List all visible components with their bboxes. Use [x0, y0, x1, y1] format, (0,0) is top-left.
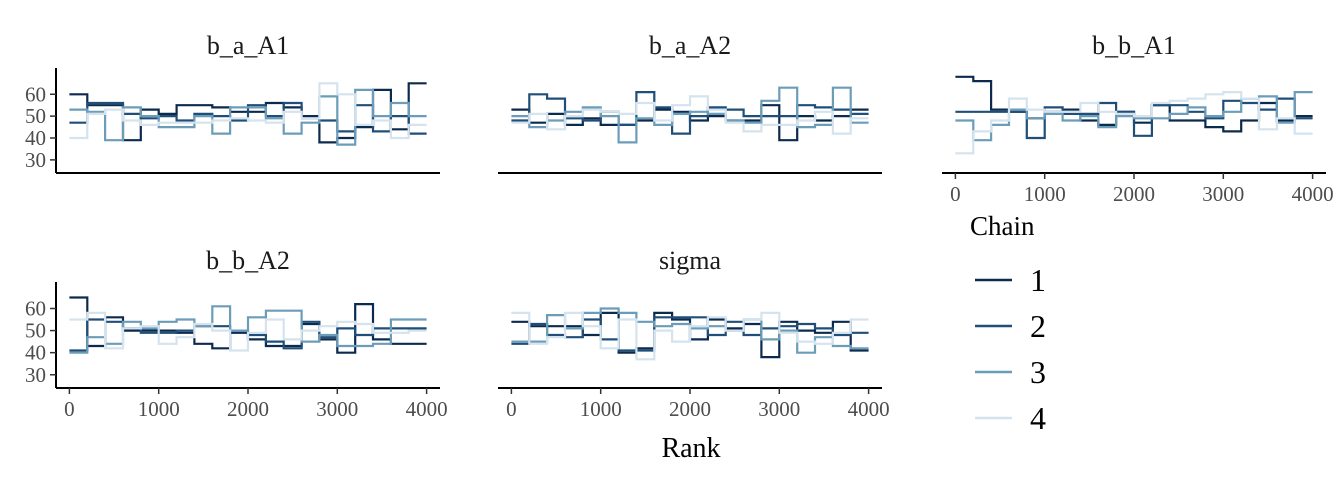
panel-sigma: sigma 0 1000 2000 3000 4000	[498, 246, 890, 421]
y-tick-label: 50	[25, 319, 46, 343]
y-tick-label: 30	[25, 363, 46, 387]
panel-title: b_a_A2	[649, 31, 731, 60]
x-tick-label: 0	[506, 397, 517, 421]
panel-b_b_A1: b_b_A1 0 1000 2000 3000 4000	[942, 31, 1334, 206]
series-line-chain-4	[511, 311, 869, 361]
y-tick-label: 60	[25, 297, 46, 321]
series-line-chain-4	[69, 311, 427, 352]
legend-label-chain-2: 2	[1030, 308, 1046, 344]
panel-b_a_A2: b_a_A2	[498, 31, 882, 174]
series-line-chain-3	[511, 86, 869, 144]
x-tick-label: 3000	[1202, 182, 1244, 206]
panel-title: b_b_A1	[1092, 31, 1176, 60]
series-line-chain-3	[69, 88, 427, 146]
legend-items: 1 2 3 4	[975, 262, 1046, 436]
series-line-chain-1	[511, 311, 869, 359]
legend-label-chain-3: 3	[1030, 354, 1046, 390]
x-tick-label: 3000	[316, 397, 358, 421]
x-tick-label: 1000	[138, 397, 180, 421]
x-tick-label: 0	[950, 182, 961, 206]
y-tick-label: 40	[25, 126, 46, 150]
x-axis-title: Rank	[661, 433, 720, 464]
series-line-chain-4	[69, 82, 427, 140]
legend-label-chain-1: 1	[1030, 262, 1046, 298]
y-tick-label: 30	[25, 148, 46, 172]
series-line-chain-2	[511, 91, 869, 135]
x-tick-label: 1000	[580, 397, 622, 421]
legend-label-chain-4: 4	[1030, 400, 1046, 436]
x-tick-label: 4000	[406, 397, 448, 421]
y-tick-label: 60	[25, 82, 46, 106]
x-tick-label: 2000	[1113, 182, 1155, 206]
legend-title: Chain	[970, 211, 1035, 241]
x-tick-label: 1000	[1024, 182, 1066, 206]
panel-title: b_a_A1	[207, 31, 289, 60]
panel-title: sigma	[659, 246, 722, 275]
series-line-chain-4	[955, 91, 1313, 155]
x-tick-label: 3000	[758, 397, 800, 421]
x-tick-label: 2000	[669, 397, 711, 421]
x-tick-label: 2000	[227, 397, 269, 421]
legend: Chain 1 2 3 4	[970, 211, 1046, 436]
x-tick-label: 4000	[848, 397, 890, 421]
x-tick-label: 0	[64, 397, 75, 421]
panel-title: b_b_A2	[206, 246, 290, 275]
x-tick-label: 4000	[1292, 182, 1334, 206]
series-line-chain-4	[511, 95, 869, 135]
y-tick-label: 40	[25, 341, 46, 365]
y-tick-label: 50	[25, 104, 46, 128]
